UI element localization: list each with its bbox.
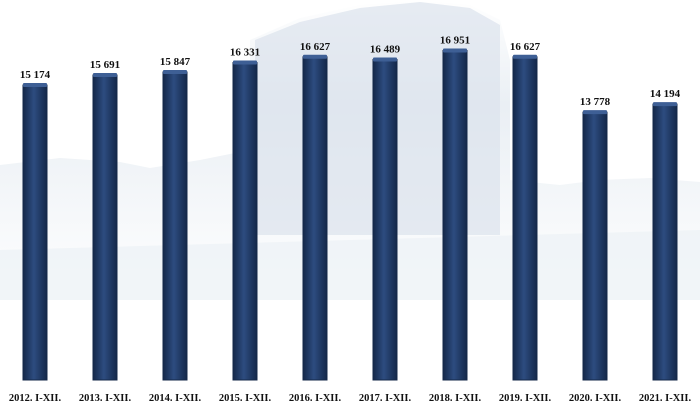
bar-value-label: 14 194: [650, 88, 681, 100]
bar-value-label: 15 174: [20, 69, 51, 81]
bar-top-cap: [513, 54, 537, 59]
category-label: 2018. I-XII.: [429, 393, 482, 404]
bar: [232, 62, 258, 381]
category-label: 2020. I-XII.: [569, 393, 622, 404]
category-label: 2016. I-XII.: [289, 393, 342, 404]
bar: [372, 58, 398, 381]
bar: [652, 103, 678, 381]
bar-top-cap: [233, 60, 257, 65]
bar-top-cap: [583, 110, 607, 115]
bar-value-label: 16 627: [300, 41, 331, 53]
bars-layer: [22, 48, 678, 381]
bar: [512, 56, 538, 381]
bar-top-cap: [373, 57, 397, 62]
bar: [162, 71, 188, 381]
value-labels-layer: 15 174 15 691 15 847 16 331 16 627 16 489 16 9…: [20, 35, 681, 109]
bar-value-label: 16 489: [370, 43, 401, 55]
bar: [302, 56, 328, 381]
category-label: 2012. I-XII.: [9, 393, 62, 404]
category-label: 2014. I-XII.: [149, 393, 202, 404]
category-label: 2015. I-XII.: [219, 393, 272, 404]
bar-top-cap: [23, 83, 47, 88]
bar-value-label: 15 847: [160, 56, 191, 68]
bar-top-cap: [163, 69, 187, 74]
bar: [582, 111, 608, 381]
category-labels-layer: 2012. I-XII. 2013. I-XII. 2014. I-XII. 2015…: [9, 393, 692, 404]
bar-top-cap: [443, 48, 467, 53]
bar-top-cap: [303, 54, 327, 59]
bar-top-cap: [93, 72, 117, 77]
bar: [22, 84, 48, 381]
category-label: 2017. I-XII.: [359, 393, 412, 404]
bar: [92, 74, 118, 381]
bar-value-label: 16 627: [510, 41, 541, 53]
bar-top-cap: [653, 102, 677, 107]
category-label: 2021. I-XII.: [639, 393, 692, 404]
bar: [442, 50, 468, 381]
bar-value-label: 15 691: [90, 59, 120, 71]
bar-value-label: 16 951: [440, 35, 470, 47]
bar-value-label: 13 778: [580, 96, 611, 108]
bar-value-label: 16 331: [230, 47, 260, 59]
category-label: 2013. I-XII.: [79, 393, 132, 404]
category-label: 2019. I-XII.: [499, 393, 552, 404]
